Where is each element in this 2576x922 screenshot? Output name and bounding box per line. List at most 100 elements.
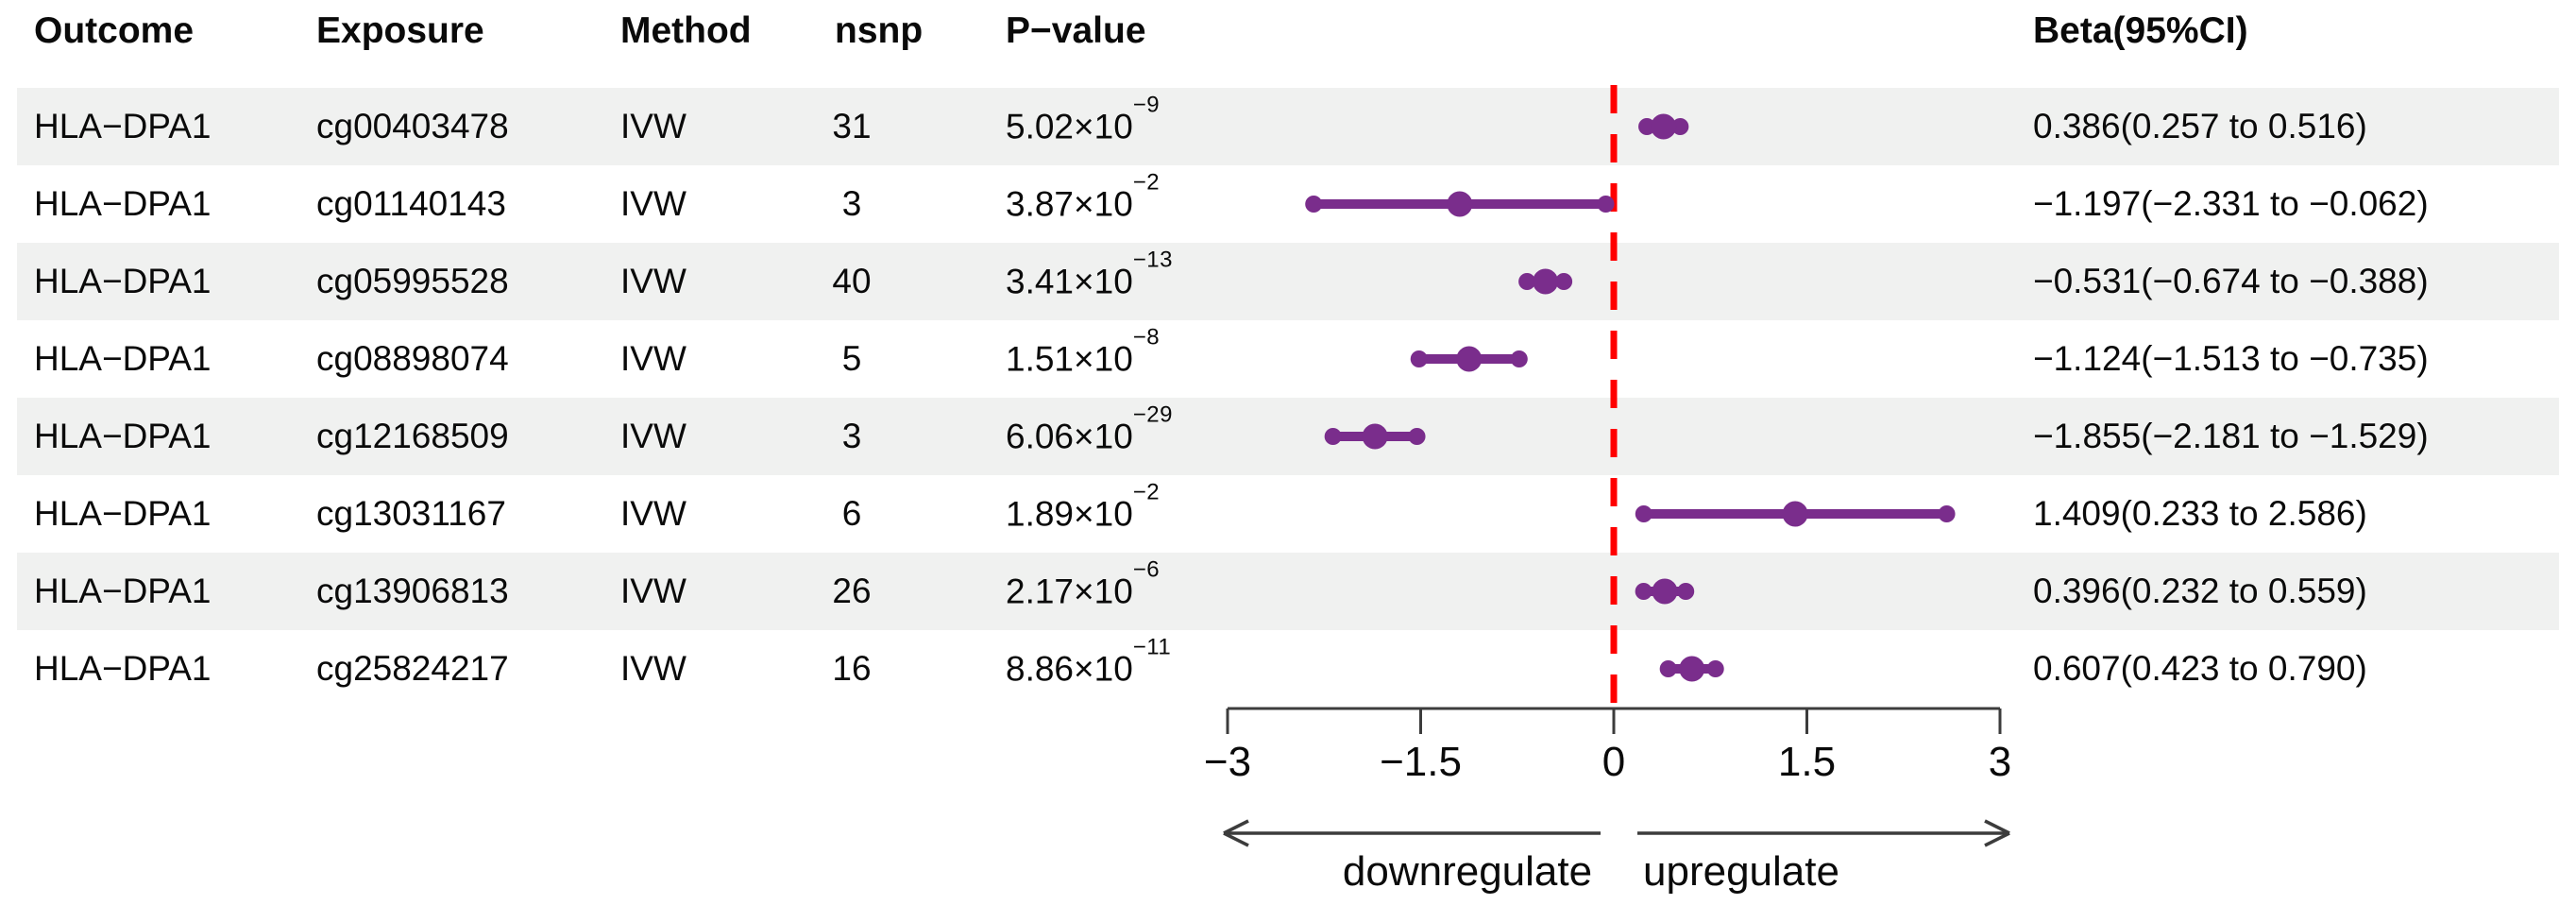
exposure-cell: cg01140143: [316, 184, 506, 223]
table-row: HLA−DPA1 cg08898074 IVW 5 1.51×10−8 −1.1…: [0, 320, 2576, 398]
nsnp-cell: 40: [832, 262, 872, 300]
nsnp-cell: 6: [841, 494, 862, 533]
exposure-cell: cg08898074: [316, 339, 509, 378]
outcome-cell: HLA−DPA1: [34, 184, 212, 223]
pvalue-base: 1.51×10: [1006, 339, 1133, 379]
outcome-cell: HLA−DPA1: [34, 339, 212, 378]
ci-upper-cap: [1408, 428, 1426, 445]
table-header-row: Outcome Exposure Method nsnp P−value Bet…: [0, 0, 2576, 62]
beta-ci-cell: 0.607(0.423 to 0.790): [2033, 649, 2367, 688]
pvalue-cell: 8.86×10−11: [1006, 634, 1171, 689]
pvalue-exponent: −11: [1132, 634, 1172, 660]
col-header-exposure: Exposure: [316, 10, 484, 51]
pvalue-base: 3.41×10: [1006, 262, 1133, 301]
nsnp-cell: 3: [841, 417, 862, 455]
row-stripe: [17, 243, 2559, 320]
upregulate-label: upregulate: [1643, 848, 1839, 895]
ci-upper-cap: [1671, 118, 1689, 135]
pvalue-exponent: −6: [1132, 556, 1161, 583]
beta-ci-cell: 1.409(0.233 to 2.586): [2033, 494, 2367, 533]
table-row: HLA−DPA1 cg05995528 IVW 40 3.41×10−13 −0…: [0, 243, 2576, 320]
ci-lower-cap: [1635, 583, 1652, 600]
nsnp-cell: 3: [841, 184, 862, 223]
x-axis-tick-label: −1.5: [1380, 739, 1462, 785]
x-axis-tick-label: −3: [1203, 739, 1252, 785]
method-cell: IVW: [620, 494, 686, 533]
method-cell: IVW: [620, 184, 686, 223]
pvalue-exponent: −8: [1132, 324, 1161, 350]
outcome-cell: HLA−DPA1: [34, 572, 212, 610]
method-cell: IVW: [620, 339, 686, 378]
outcome-cell: HLA−DPA1: [34, 494, 212, 533]
ci-upper-cap: [1677, 583, 1695, 600]
exposure-cell: cg00403478: [316, 107, 509, 145]
pvalue-base: 8.86×10: [1006, 649, 1133, 689]
row-stripe: [17, 398, 2559, 475]
downregulate-arrow-head: [1223, 819, 1249, 835]
exposure-cell: cg25824217: [316, 649, 509, 688]
exposure-cell: cg12168509: [316, 417, 509, 455]
point-estimate: [1447, 191, 1473, 217]
ci-lower-cap: [1324, 428, 1342, 445]
row-stripe: [17, 88, 2559, 165]
method-cell: IVW: [620, 572, 686, 610]
ci-lower-cap: [1518, 273, 1536, 290]
pvalue-base: 2.17×10: [1006, 572, 1133, 611]
nsnp-cell: 31: [832, 107, 872, 145]
ci-lower-cap: [1638, 118, 1656, 135]
outcome-cell: HLA−DPA1: [34, 417, 212, 455]
method-cell: IVW: [620, 649, 686, 688]
pvalue-base: 3.87×10: [1006, 184, 1133, 224]
exposure-cell: cg05995528: [316, 262, 509, 300]
beta-ci-cell: −0.531(−0.674 to −0.388): [2033, 262, 2429, 300]
point-estimate: [1679, 656, 1705, 682]
ci-lower-cap: [1305, 196, 1323, 213]
point-estimate: [1782, 501, 1808, 527]
upregulate-arrow-head: [1984, 819, 2010, 835]
pvalue-cell: 3.87×10−2: [1006, 169, 1160, 224]
pvalue-cell: 1.89×10−2: [1006, 479, 1160, 534]
point-estimate: [1651, 113, 1677, 140]
row-stripe: [17, 553, 2559, 630]
ci-lower-cap: [1410, 350, 1428, 367]
table-row: HLA−DPA1 cg12168509 IVW 3 6.06×10−29 −1.…: [0, 398, 2576, 475]
ci-lower-cap: [1659, 660, 1677, 677]
table-row: HLA−DPA1 cg25824217 IVW 16 8.86×10−11 0.…: [0, 630, 2576, 708]
outcome-cell: HLA−DPA1: [34, 262, 212, 300]
beta-ci-cell: 0.386(0.257 to 0.516): [2033, 107, 2367, 145]
upregulate-arrow-head: [1984, 831, 2010, 847]
outcome-cell: HLA−DPA1: [34, 107, 212, 145]
method-cell: IVW: [620, 417, 686, 455]
col-header-nsnp: nsnp: [835, 10, 924, 51]
pvalue-cell: 2.17×10−6: [1006, 556, 1160, 611]
pvalue-cell: 1.51×10−8: [1006, 324, 1160, 379]
table-row: HLA−DPA1 cg00403478 IVW 31 5.02×10−9 0.3…: [0, 88, 2576, 165]
col-header-method: Method: [620, 10, 752, 51]
x-axis-tick-label: 1.5: [1777, 739, 1837, 785]
nsnp-cell: 16: [832, 649, 872, 688]
x-axis-tick-label: 3: [1988, 739, 2012, 785]
pvalue-cell: 3.41×10−13: [1006, 247, 1173, 301]
ci-upper-cap: [1938, 505, 1956, 522]
col-header-outcome: Outcome: [34, 10, 195, 51]
pvalue-exponent: −2: [1132, 169, 1161, 196]
downregulate-arrow-head: [1223, 831, 1249, 847]
beta-ci-cell: −1.197(−2.331 to −0.062): [2033, 184, 2429, 223]
pvalue-base: 6.06×10: [1006, 417, 1133, 456]
downregulate-label: downregulate: [1342, 848, 1593, 895]
col-header-pvalue: P−value: [1006, 10, 1146, 51]
pvalue-exponent: −9: [1132, 92, 1161, 118]
table-row: HLA−DPA1 cg01140143 IVW 3 3.87×10−2 −1.1…: [0, 165, 2576, 243]
beta-ci-cell: −1.855(−2.181 to −1.529): [2033, 417, 2429, 455]
point-estimate: [1362, 423, 1388, 450]
pvalue-exponent: −29: [1132, 401, 1173, 428]
ci-lower-cap: [1635, 505, 1652, 522]
exposure-cell: cg13906813: [316, 572, 509, 610]
beta-ci-cell: −1.124(−1.513 to −0.735): [2033, 339, 2429, 378]
nsnp-cell: 5: [841, 339, 862, 378]
beta-ci-cell: 0.396(0.232 to 0.559): [2033, 572, 2367, 610]
table-row: HLA−DPA1 cg13906813 IVW 26 2.17×10−6 0.3…: [0, 553, 2576, 630]
method-cell: IVW: [620, 262, 686, 300]
